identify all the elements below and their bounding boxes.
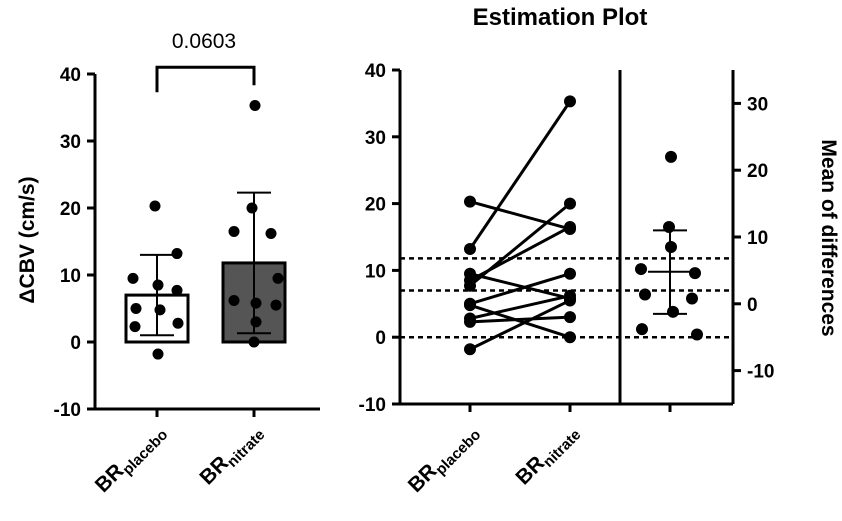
- nitrate-point: [564, 331, 576, 344]
- data-point: [171, 248, 183, 260]
- right-y-axis-label: Mean of differences: [817, 139, 840, 336]
- paired-observation: [464, 294, 576, 356]
- data-point: [149, 200, 161, 212]
- right-y-tick-label: -10: [747, 362, 774, 383]
- difference-point: [689, 267, 701, 280]
- significance-label: 0.0603: [172, 30, 236, 53]
- right-y-tick-label: 20: [747, 161, 768, 182]
- nitrate-point: [564, 197, 576, 210]
- data-point: [152, 279, 164, 291]
- nitrate-point: [564, 311, 576, 324]
- nitrate-point: [564, 294, 576, 307]
- error-bar: [237, 191, 271, 335]
- left-category-label: BRplacebo: [91, 419, 172, 500]
- left-y-tick-label: 20: [60, 199, 81, 220]
- data-point: [246, 202, 258, 214]
- right-y-tick-label: 10: [747, 228, 768, 249]
- right-panel: Estimation Plot -10 0 10 20 30 40 -10 0 10 20 30 BR…: [359, 4, 840, 500]
- difference-point: [686, 292, 698, 305]
- data-point: [129, 321, 141, 333]
- data-point: [152, 348, 164, 360]
- data-point: [250, 297, 262, 309]
- left-y-tick-label: 40: [60, 65, 81, 86]
- pair-line: [469, 200, 571, 231]
- difference-point: [639, 288, 651, 301]
- right-y-tick-label: 30: [747, 94, 768, 115]
- difference-point: [636, 323, 648, 336]
- right-y-tick-label: 0: [747, 295, 758, 316]
- data-point: [248, 336, 260, 348]
- placebo-point: [464, 315, 476, 328]
- data-point: [249, 99, 261, 111]
- right-category-label: BRplacebo: [404, 419, 485, 500]
- error-bar: [140, 253, 174, 337]
- placebo-point: [464, 343, 476, 356]
- right-panel-left-tick-label: 40: [365, 61, 386, 82]
- left-panel: -10 0 10 20 30 40 BRplacebo BRnitrate ΔCBV (cm/…: [16, 30, 320, 500]
- left-y-tick-label: 0: [70, 333, 81, 354]
- right-panel-left-tick-label: 0: [375, 328, 386, 349]
- placebo-point: [464, 279, 476, 292]
- pair-line: [468, 100, 572, 250]
- difference-point: [667, 305, 679, 318]
- data-point: [270, 299, 282, 311]
- data-point: [172, 317, 184, 329]
- paired-observation: [464, 197, 576, 292]
- data-point: [154, 304, 166, 316]
- paired-observation: [464, 299, 576, 344]
- nitrate-point: [564, 220, 576, 233]
- data-point: [130, 303, 142, 314]
- paired-observation: [464, 95, 576, 256]
- difference-point: [635, 263, 647, 276]
- estimation-plot-title: Estimation Plot: [473, 4, 648, 31]
- pair-line: [469, 272, 571, 300]
- mean-difference-ci: [648, 229, 692, 315]
- pair-line: [469, 272, 571, 306]
- nitrate-point: [564, 267, 576, 280]
- left-y-axis-label: ΔCBV (cm/s): [16, 176, 39, 303]
- difference-point: [691, 328, 703, 341]
- placebo-point: [464, 299, 476, 312]
- placebo-point: [464, 243, 476, 256]
- left-plot-area: -10 0 10 20 30 40 BRplacebo BRnitrate: [54, 65, 320, 500]
- data-point: [127, 272, 139, 284]
- significance-bracket: [155, 65, 256, 93]
- data-point: [272, 272, 284, 284]
- pair-line: [469, 315, 571, 324]
- pair-line: [469, 299, 571, 351]
- data-point: [171, 284, 183, 296]
- paired-observation: [464, 195, 576, 235]
- data-point: [265, 227, 277, 239]
- left-y-tick-label: -10: [54, 400, 81, 421]
- left-category-label: BRnitrate: [195, 419, 268, 492]
- data-point: [228, 294, 240, 306]
- pair-line: [469, 303, 571, 339]
- left-y-tick-label: 30: [60, 132, 81, 153]
- difference-point: [665, 150, 677, 163]
- right-category-label: BRnitrate: [511, 419, 584, 492]
- right-panel-left-tick-label: 10: [365, 261, 386, 282]
- left-y-tick-label: 10: [60, 266, 81, 287]
- paired-observation: [464, 311, 576, 328]
- right-panel-left-tick-label: 30: [365, 128, 386, 149]
- data-point: [250, 316, 262, 328]
- right-plot-area: -10 0 10 20 30 40 -10 0 10 20 30 BRplacebo BRnitrate: [359, 61, 775, 500]
- placebo-point: [464, 195, 476, 208]
- data-point: [228, 225, 240, 237]
- pair-line: [469, 202, 571, 287]
- right-panel-left-tick-label: 20: [365, 195, 386, 216]
- right-panel-left-tick-label: -10: [359, 395, 386, 416]
- nitrate-point: [564, 95, 576, 108]
- pair-line: [469, 294, 571, 320]
